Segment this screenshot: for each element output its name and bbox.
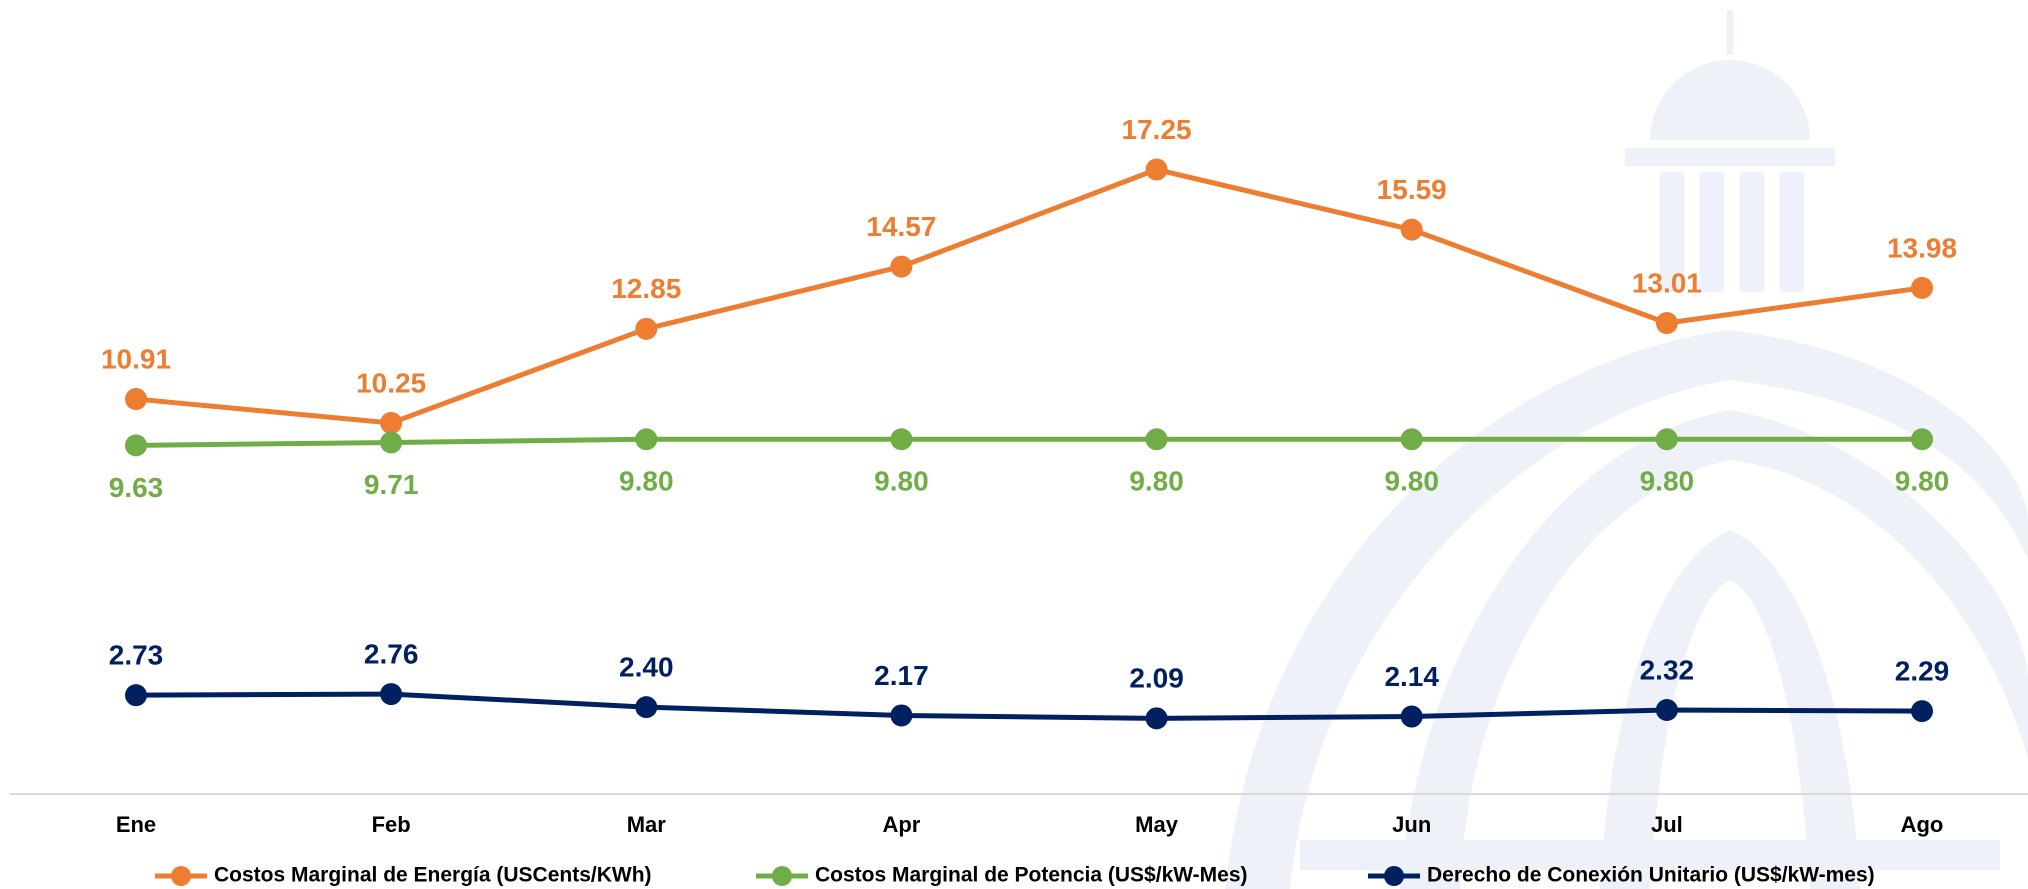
data-point [635,317,658,340]
data-label: 13.98 [1887,232,1957,263]
data-label: 9.80 [619,466,674,497]
data-label: 9.63 [109,472,164,503]
data-label: 14.57 [866,211,936,242]
data-point [1145,158,1168,181]
series-line [135,167,1923,426]
data-point [125,684,147,707]
data-label: 2.09 [1129,663,1184,694]
x-tick-label: Apr [882,812,920,837]
data-label: 2.17 [874,660,929,691]
watermark [1225,10,2028,889]
data-label: 17.25 [1122,114,1192,145]
x-tick-label: Ene [116,812,156,837]
data-point [890,704,913,727]
data-label: 9.80 [1895,466,1950,497]
data-point [1400,428,1423,451]
x-tick-label: May [1135,812,1179,837]
data-label: 2.73 [109,640,164,671]
data-point [1145,428,1168,451]
data-point [125,434,147,457]
data-point [890,255,913,278]
data-label: 13.01 [1632,267,1702,298]
x-tick-label: Mar [627,812,667,837]
x-tick-label: Jul [1651,812,1683,837]
data-point [1655,428,1678,451]
data-point [1911,276,1933,299]
data-point [125,388,147,411]
data-point [890,428,913,451]
data-point [635,428,658,451]
data-point [1400,705,1423,728]
data-point [1145,707,1168,730]
data-label: 9.71 [364,469,419,500]
data-point [1655,312,1678,335]
data-point [1400,218,1423,241]
legend-label: Costos Marginal de Potencia (US$/kW-Mes) [815,864,1248,887]
x-tick-label: Ago [1901,812,1944,837]
data-label: 9.80 [1129,466,1184,497]
data-point [1911,428,1933,451]
data-label: 9.80 [1384,466,1439,497]
legend-swatch-marker [1384,866,1404,886]
data-point [380,411,403,434]
data-label: 12.85 [611,273,681,304]
data-point [1911,700,1933,723]
data-label: 9.80 [874,466,929,497]
data-label: 10.25 [356,367,426,398]
data-point [380,683,403,706]
legend-swatch-marker [171,866,191,886]
series-line [135,691,1923,721]
data-label: 9.80 [1640,466,1695,497]
legend-label: Derecho de Conexión Unitario (US$/kW-mes… [1427,864,1875,887]
data-label: 2.40 [619,652,674,683]
data-label: 10.91 [101,343,171,374]
data-label: 2.29 [1895,655,1950,686]
series-line [135,436,1922,448]
data-label: 15.59 [1377,174,1447,205]
data-point [1655,699,1678,722]
data-point [635,696,658,719]
x-tick-label: Feb [372,812,411,837]
data-label: 2.32 [1640,654,1695,685]
data-point [380,431,403,454]
legend-swatch-marker [772,866,792,886]
legend-label: Costos Marginal de Energía (USCents/KWh) [214,864,652,887]
data-label: 2.76 [364,638,419,669]
x-tick-label: Jun [1392,812,1431,837]
data-label: 2.14 [1384,661,1439,692]
